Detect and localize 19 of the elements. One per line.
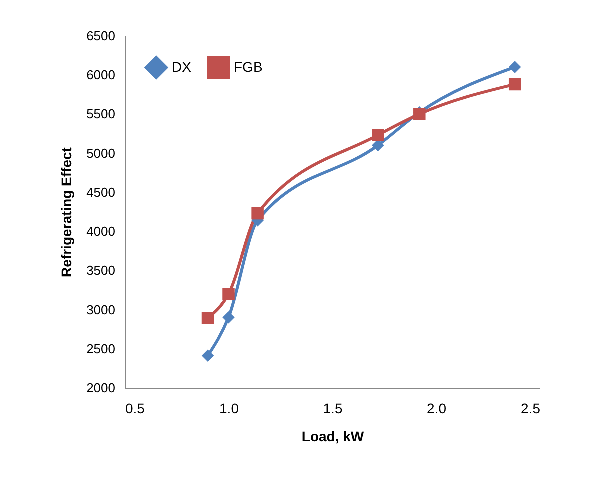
x-tick-label: 0.5: [126, 400, 146, 416]
x-tick-label: 2.0: [427, 400, 447, 416]
y-tick-label: 4000: [86, 224, 116, 240]
y-tick-label: 6500: [86, 28, 116, 44]
y-tick-label: 5000: [86, 146, 116, 161]
x-tick-label: 1.0: [220, 400, 240, 416]
y-tick-label: 4500: [86, 184, 116, 200]
legend-label: DX: [172, 58, 192, 75]
y-tick-label: 3000: [86, 302, 116, 318]
x-tick-label: 1.5: [323, 400, 343, 416]
y-tick-label: 5500: [86, 106, 116, 122]
x-tick-label: 2.5: [521, 400, 541, 416]
y-tick-label: 2500: [86, 341, 116, 356]
y-tick-label: 3500: [86, 263, 116, 278]
x-axis-title: Load, kW: [302, 428, 365, 444]
y-axis-title: Refrigerating Effect: [58, 147, 75, 278]
y-tick-label: 2000: [86, 380, 116, 396]
legend-label: FGB: [234, 58, 263, 75]
y-tick-label: 6000: [86, 68, 116, 83]
